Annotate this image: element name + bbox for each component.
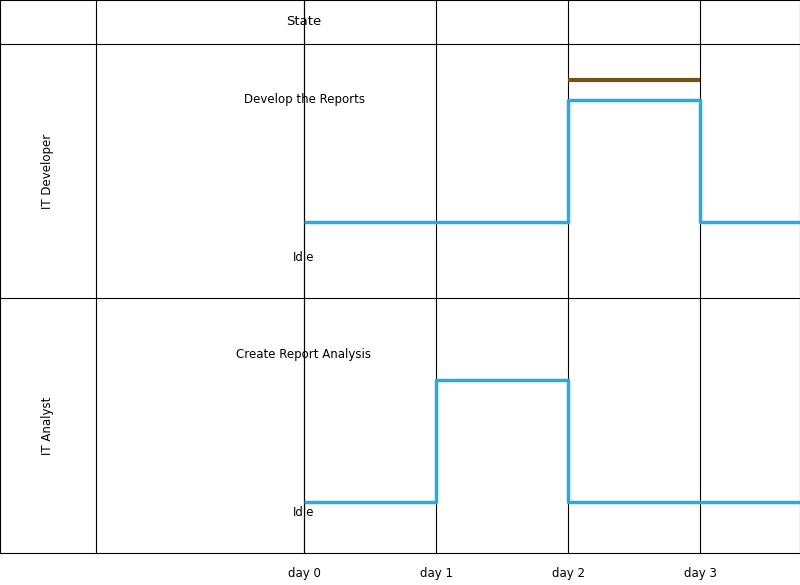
Text: Idle: Idle [294,251,314,264]
Text: day 0: day 0 [287,567,321,580]
Text: Create Report Analysis: Create Report Analysis [237,348,371,361]
Text: State: State [286,15,322,29]
Text: day 2: day 2 [551,567,585,580]
Text: day 3: day 3 [683,567,717,580]
Text: IT Analyst: IT Analyst [42,397,54,455]
Text: Idle: Idle [294,505,314,519]
Text: Develop the Reports: Develop the Reports [243,94,365,106]
Text: IT Developer: IT Developer [42,133,54,209]
Text: day 1: day 1 [419,567,453,580]
